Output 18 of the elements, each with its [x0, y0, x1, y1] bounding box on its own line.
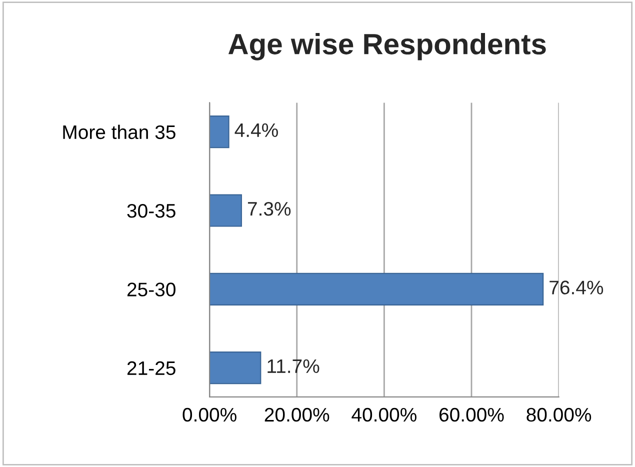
- data-label: 11.7%: [268, 359, 320, 373]
- data-label: 76.4%: [550, 280, 604, 294]
- y-tick-label: More than 35: [63, 124, 176, 140]
- x-tick-label: 80.00%: [526, 408, 592, 422]
- chart-title: Age wise Respondents: [228, 33, 546, 60]
- bar: [210, 116, 230, 148]
- bar: [210, 272, 544, 306]
- y-tick-label: 30-35: [127, 204, 176, 218]
- data-label: 7.3%: [248, 202, 291, 216]
- x-tick-label: 0.00%: [182, 408, 236, 422]
- x-tick-label: 40.00%: [352, 408, 416, 422]
- bar: [210, 352, 262, 384]
- data-label: 4.4%: [234, 123, 278, 137]
- x-tick-label: 60.00%: [440, 408, 504, 422]
- y-tick-label: 25-30: [127, 282, 176, 296]
- bar: [210, 194, 242, 227]
- y-tick-label: 21-25: [127, 361, 176, 376]
- x-tick-label: 20.00%: [264, 408, 330, 422]
